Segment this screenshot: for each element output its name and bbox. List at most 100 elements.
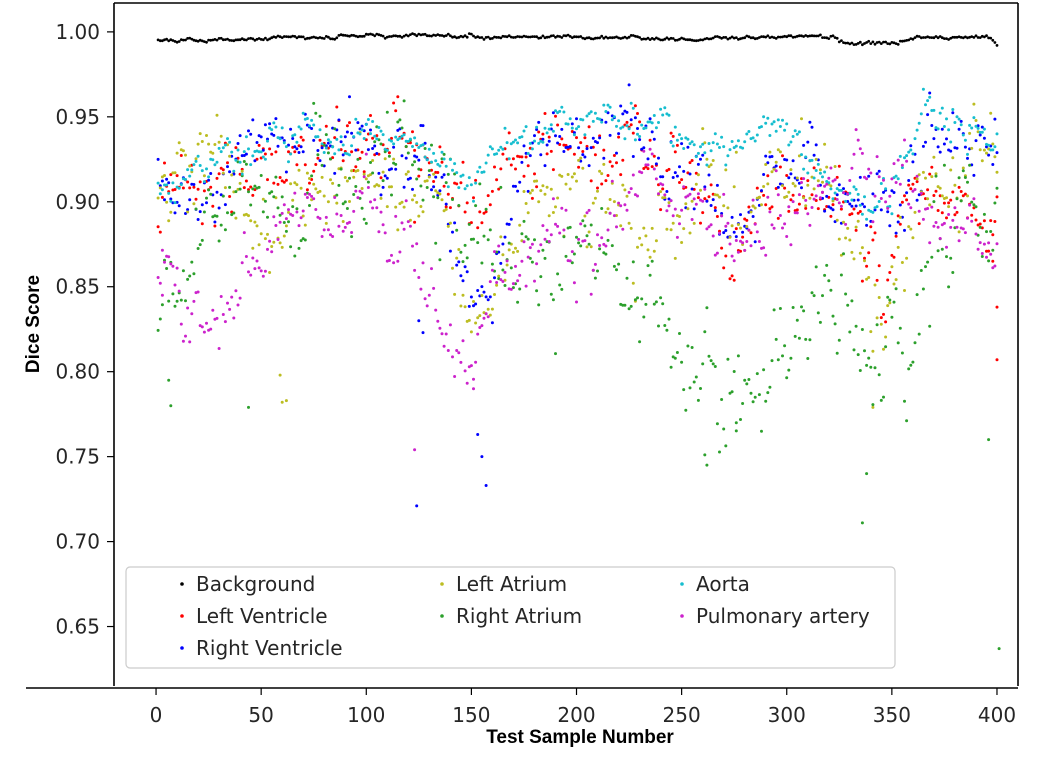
data-point	[867, 276, 871, 279]
data-point	[642, 37, 646, 41]
data-point	[867, 39, 871, 43]
data-point	[530, 196, 534, 200]
data-point	[558, 109, 562, 113]
data-point	[419, 33, 423, 37]
data-point	[524, 284, 528, 288]
data-point	[335, 105, 339, 109]
data-point	[181, 149, 185, 153]
data-point	[331, 37, 334, 41]
data-point	[205, 201, 208, 205]
data-point	[684, 202, 688, 206]
data-point	[572, 172, 576, 176]
data-point	[295, 36, 299, 40]
data-point	[566, 122, 570, 126]
data-point	[736, 139, 740, 143]
data-point	[244, 135, 248, 139]
data-point	[718, 231, 721, 235]
y-tick-label: 0.80	[55, 360, 100, 384]
data-point	[400, 126, 404, 130]
data-point	[800, 177, 803, 181]
data-point	[278, 137, 282, 141]
data-point	[718, 35, 721, 39]
data-point	[511, 250, 515, 254]
data-point	[907, 367, 911, 371]
data-point	[190, 312, 194, 316]
data-point	[911, 360, 915, 364]
data-point	[341, 153, 345, 157]
data-point	[987, 153, 991, 157]
data-point	[783, 186, 787, 190]
data-point	[406, 170, 410, 174]
data-point	[587, 112, 591, 116]
data-point	[768, 36, 772, 39]
data-point	[875, 172, 879, 176]
data-point	[329, 178, 332, 182]
data-point	[465, 184, 469, 188]
data-point	[444, 202, 448, 206]
data-point	[625, 36, 629, 40]
data-point	[871, 238, 875, 242]
data-point	[600, 182, 604, 186]
data-point	[293, 150, 297, 154]
data-point	[703, 453, 707, 457]
data-point	[408, 224, 412, 228]
data-point	[242, 38, 246, 42]
data-point	[270, 36, 274, 40]
data-point	[993, 41, 997, 44]
data-point	[467, 176, 471, 180]
data-point	[493, 293, 496, 296]
data-point	[669, 141, 673, 144]
data-point	[619, 37, 623, 40]
data-point	[514, 167, 517, 171]
data-point	[903, 289, 906, 292]
data-point	[701, 38, 705, 42]
data-point	[600, 207, 604, 210]
data-point	[659, 175, 663, 179]
data-point	[789, 34, 793, 38]
data-point	[837, 201, 841, 205]
data-point	[537, 36, 541, 40]
data-point	[266, 178, 269, 182]
data-point	[457, 186, 461, 190]
data-point	[848, 202, 852, 206]
data-point	[694, 202, 698, 206]
data-point	[480, 294, 484, 297]
data-point	[295, 147, 299, 151]
data-point	[709, 149, 713, 153]
data-point	[663, 106, 667, 110]
data-point	[825, 36, 829, 40]
data-point	[560, 127, 564, 131]
data-point	[476, 35, 480, 39]
data-point	[263, 123, 267, 127]
data-point	[755, 230, 759, 234]
data-point	[730, 274, 734, 278]
data-point	[564, 34, 568, 38]
data-point	[348, 34, 351, 38]
data-point	[860, 328, 864, 331]
data-point	[581, 219, 585, 223]
data-point	[745, 240, 749, 243]
data-point	[692, 207, 696, 211]
data-point	[396, 228, 400, 232]
data-point	[827, 37, 831, 40]
data-point	[495, 283, 499, 287]
data-point	[785, 122, 789, 126]
data-point	[158, 184, 162, 188]
data-point	[501, 280, 505, 283]
data-point	[764, 163, 768, 166]
data-point	[545, 143, 549, 147]
data-point	[692, 39, 696, 42]
data-point	[499, 36, 503, 40]
data-point	[696, 398, 700, 402]
data-point	[886, 206, 890, 210]
data-point	[896, 177, 900, 181]
data-point	[232, 39, 236, 43]
data-point	[974, 124, 978, 128]
series-background	[156, 32, 999, 47]
data-point	[404, 156, 408, 160]
data-point	[346, 34, 349, 38]
data-point	[242, 231, 246, 235]
data-point	[581, 153, 585, 157]
data-point	[821, 36, 824, 39]
data-point	[322, 37, 326, 40]
